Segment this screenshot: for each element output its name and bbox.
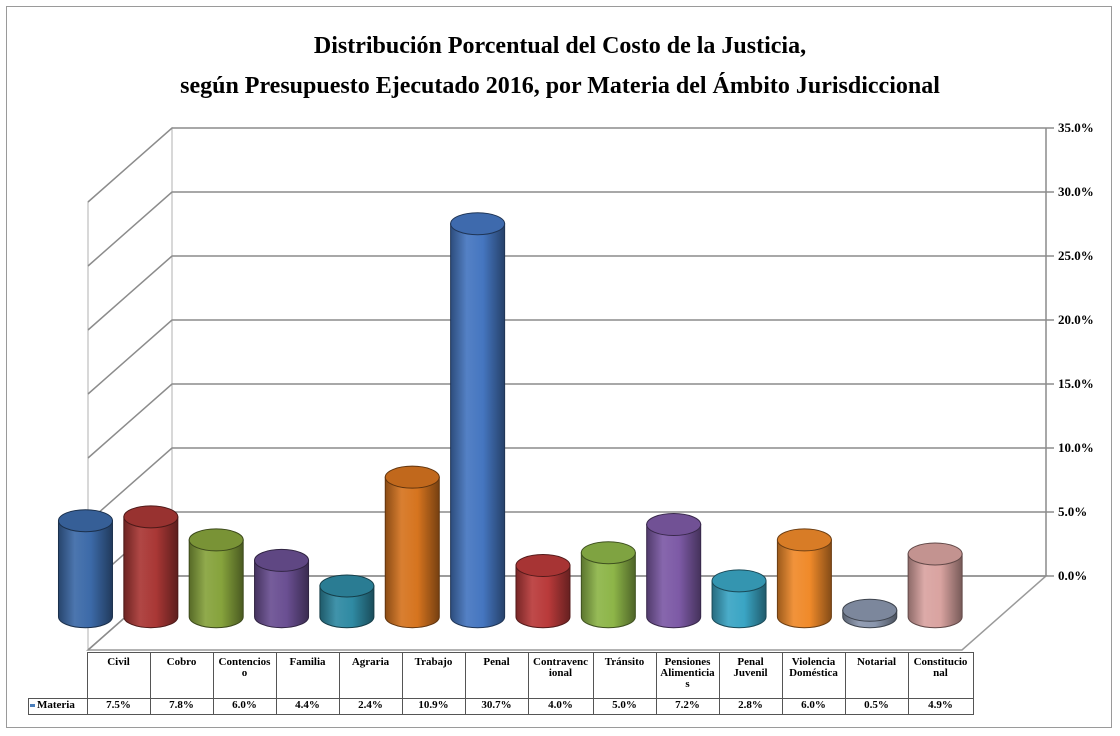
y-tick-label: 0.0%	[1058, 568, 1087, 583]
gridline	[87, 255, 1046, 331]
bar-top	[580, 541, 636, 565]
category-label: Agraria	[338, 652, 403, 699]
bar-12	[776, 528, 832, 629]
bars	[57, 212, 963, 629]
bar-4	[254, 548, 310, 629]
bar-top	[384, 465, 440, 489]
data-table: Civil Cobro Contencios o Familia Agraria Traba…	[28, 652, 974, 715]
bar-top	[188, 528, 244, 552]
value-label: 0.5%	[844, 698, 909, 715]
bar-body	[450, 223, 506, 629]
y-tick-label: 35.0%	[1058, 120, 1094, 135]
bar-8	[515, 554, 571, 629]
series-swatch	[30, 703, 35, 707]
category-label: Violencia Doméstica	[781, 652, 846, 699]
y-tick-label: 20.0%	[1058, 312, 1094, 327]
value-label: 2.8%	[718, 698, 783, 715]
y-tick-label: 10.0%	[1058, 440, 1094, 455]
value-label: 30.7%	[464, 698, 529, 715]
bar-body	[188, 539, 244, 629]
bar-top	[842, 598, 898, 622]
category-label: Notarial	[844, 652, 909, 699]
bar-13	[842, 598, 898, 629]
category-row: Civil Cobro Contencios o Familia Agraria Traba…	[28, 652, 974, 699]
category-label: Constitucio nal	[907, 652, 974, 699]
bar-body	[711, 580, 767, 629]
value-label: 4.9%	[907, 698, 974, 715]
gridline	[87, 127, 1046, 203]
category-label: Penal	[464, 652, 529, 699]
bar-1	[57, 509, 113, 629]
bar-6	[384, 465, 440, 629]
category-label: Trabajo	[401, 652, 466, 699]
bar-body	[123, 516, 179, 629]
bar-body	[515, 565, 571, 629]
value-label: 7.2%	[655, 698, 720, 715]
bar-top	[123, 505, 179, 529]
bar-7	[450, 212, 506, 629]
bar-11	[711, 569, 767, 629]
bar-5	[319, 574, 375, 629]
bar-body	[907, 553, 963, 629]
gridline	[87, 319, 1046, 395]
gridline	[87, 191, 1046, 267]
value-label: 5.0%	[592, 698, 657, 715]
legend-key: Materia	[28, 698, 88, 715]
category-label: Contencios o	[212, 652, 277, 699]
bar-body	[254, 559, 310, 629]
category-label: Tránsito	[592, 652, 657, 699]
table-corner	[28, 652, 88, 699]
chart-title: Distribución Porcentual del Costo de la …	[313, 33, 807, 59]
bar-top	[515, 554, 571, 577]
bar-top	[254, 548, 310, 572]
category-label: Pensiones Alimenticia s	[655, 652, 720, 699]
value-row: Materia 7.5% 7.8% 6.0% 4.4% 2.4% 10.9% 30.7% 4.…	[28, 698, 974, 715]
bar-14	[907, 542, 963, 629]
bar-body	[57, 520, 113, 629]
value-label: 4.4%	[275, 698, 340, 715]
category-label: Contravenc ional	[527, 652, 594, 699]
category-label: Cobro	[149, 652, 214, 699]
bar-body	[580, 552, 636, 629]
category-label: Penal Juvenil	[718, 652, 783, 699]
value-label: 10.9%	[401, 698, 466, 715]
bar-9	[580, 541, 636, 629]
value-label: 4.0%	[527, 698, 594, 715]
gridline	[87, 383, 1046, 459]
bar-10	[646, 513, 702, 629]
y-tick-label: 15.0%	[1058, 376, 1094, 391]
y-tick-label: 30.0%	[1058, 184, 1094, 199]
y-axis: 0.0% 5.0% 10.0% 15.0% 20.0% 25.0% 30.0% 35.0%	[1045, 120, 1094, 583]
value-label: 7.5%	[86, 698, 151, 715]
category-label: Familia	[275, 652, 340, 699]
bar-top	[450, 212, 506, 236]
chart-subtitle: según Presupuesto Ejecutado 2016, por Ma…	[180, 73, 940, 99]
gridline	[87, 447, 1046, 523]
y-tick-label: 25.0%	[1058, 248, 1094, 263]
bar-body	[384, 476, 440, 629]
series-name: Materia	[37, 699, 75, 711]
value-label: 6.0%	[781, 698, 846, 715]
category-label: Civil	[86, 652, 151, 699]
value-label: 2.4%	[338, 698, 403, 715]
value-label: 6.0%	[212, 698, 277, 715]
bar-top	[711, 569, 767, 593]
value-label: 7.8%	[149, 698, 214, 715]
bar-top	[57, 509, 113, 533]
bar-3	[188, 528, 244, 629]
bar-body	[776, 539, 832, 629]
bar-2	[123, 505, 179, 629]
bar-top	[907, 542, 963, 566]
bar-body	[319, 585, 375, 629]
bar-top	[776, 528, 832, 552]
bar-body	[646, 524, 702, 629]
bar-top	[646, 513, 702, 537]
bar-top	[319, 574, 375, 598]
y-tick-label: 5.0%	[1058, 504, 1087, 519]
